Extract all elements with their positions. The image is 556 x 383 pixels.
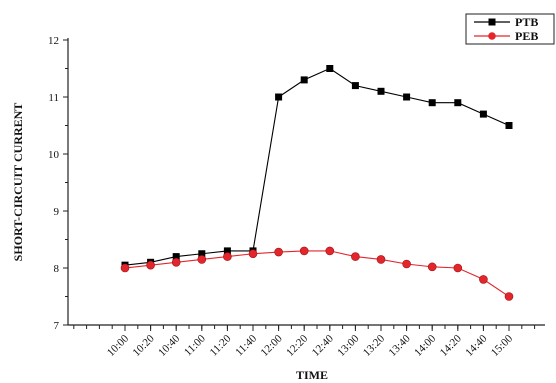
x-tick-label: 10:00 [105, 332, 132, 359]
data-point-peb [197, 255, 207, 264]
x-tick-label: 15:00 [489, 332, 516, 359]
data-point-ptb [351, 82, 359, 90]
data-point-peb [274, 247, 283, 257]
data-point-ptb [454, 99, 462, 107]
x-tick-label: 12:40 [310, 332, 337, 359]
data-point-ptb [428, 99, 436, 107]
y-tick-label: 10 [48, 149, 60, 161]
x-tick-label: 13:00 [335, 332, 362, 359]
data-point-peb [504, 292, 514, 301]
data-point-ptb [172, 253, 180, 261]
data-point-peb [223, 252, 232, 261]
legend-box [465, 13, 555, 45]
data-point-peb [351, 252, 360, 261]
data-point-ptb [300, 76, 308, 84]
x-tick-label: 11:00 [182, 332, 208, 358]
y-tick-label: 8 [54, 263, 60, 275]
data-point-ptb [377, 87, 385, 95]
y-tick-label: 7 [54, 320, 60, 332]
data-point-peb [299, 246, 309, 256]
x-axis-title: TIME [296, 368, 328, 382]
legend-label-peb: PEB [515, 29, 538, 43]
data-point-ptb [223, 247, 231, 255]
data-point-ptb [198, 250, 206, 258]
y-tick-label: 9 [54, 206, 60, 218]
data-point-ptb [403, 93, 411, 101]
data-point-ptb [326, 65, 334, 72]
x-tick-label: 13:40 [387, 332, 414, 359]
data-point-peb [146, 260, 155, 270]
data-point-ptb [275, 93, 283, 101]
y-tick-label: 11 [48, 92, 59, 104]
data-point-peb [171, 257, 181, 267]
data-point-peb [120, 263, 130, 273]
legend-marker-peb [488, 32, 496, 40]
x-tick-label: 10:40 [156, 332, 183, 359]
y-tick-label: 12 [48, 35, 59, 47]
data-point-peb [248, 249, 258, 259]
data-point-peb [325, 246, 335, 256]
series-line-peb [124, 250, 510, 297]
x-tick-label: 12:00 [259, 332, 286, 359]
x-tick-label: 10:20 [131, 332, 158, 359]
data-point-ptb [479, 110, 487, 118]
x-tick-label: 11:20 [208, 332, 234, 358]
data-point-peb [427, 262, 437, 272]
data-point-peb [376, 255, 386, 264]
x-tick-label: 11:40 [233, 332, 259, 358]
legend-marker-ptb [488, 18, 496, 26]
data-point-ptb [505, 122, 513, 129]
data-point-peb [479, 275, 488, 284]
series-line-ptb [124, 67, 510, 266]
data-point-peb [453, 263, 463, 273]
x-tick-label: 12:20 [284, 332, 311, 359]
y-axis-title: SHORT-CIRCUIT CURRENT [11, 103, 25, 262]
x-tick-label: 13:20 [361, 332, 388, 359]
x-tick-label: 14:20 [438, 332, 465, 359]
data-point-peb [402, 259, 411, 269]
x-tick-label: 14:00 [412, 332, 439, 359]
legend-label-ptb: PTB [515, 15, 538, 29]
x-tick-label: 14:40 [463, 332, 490, 359]
